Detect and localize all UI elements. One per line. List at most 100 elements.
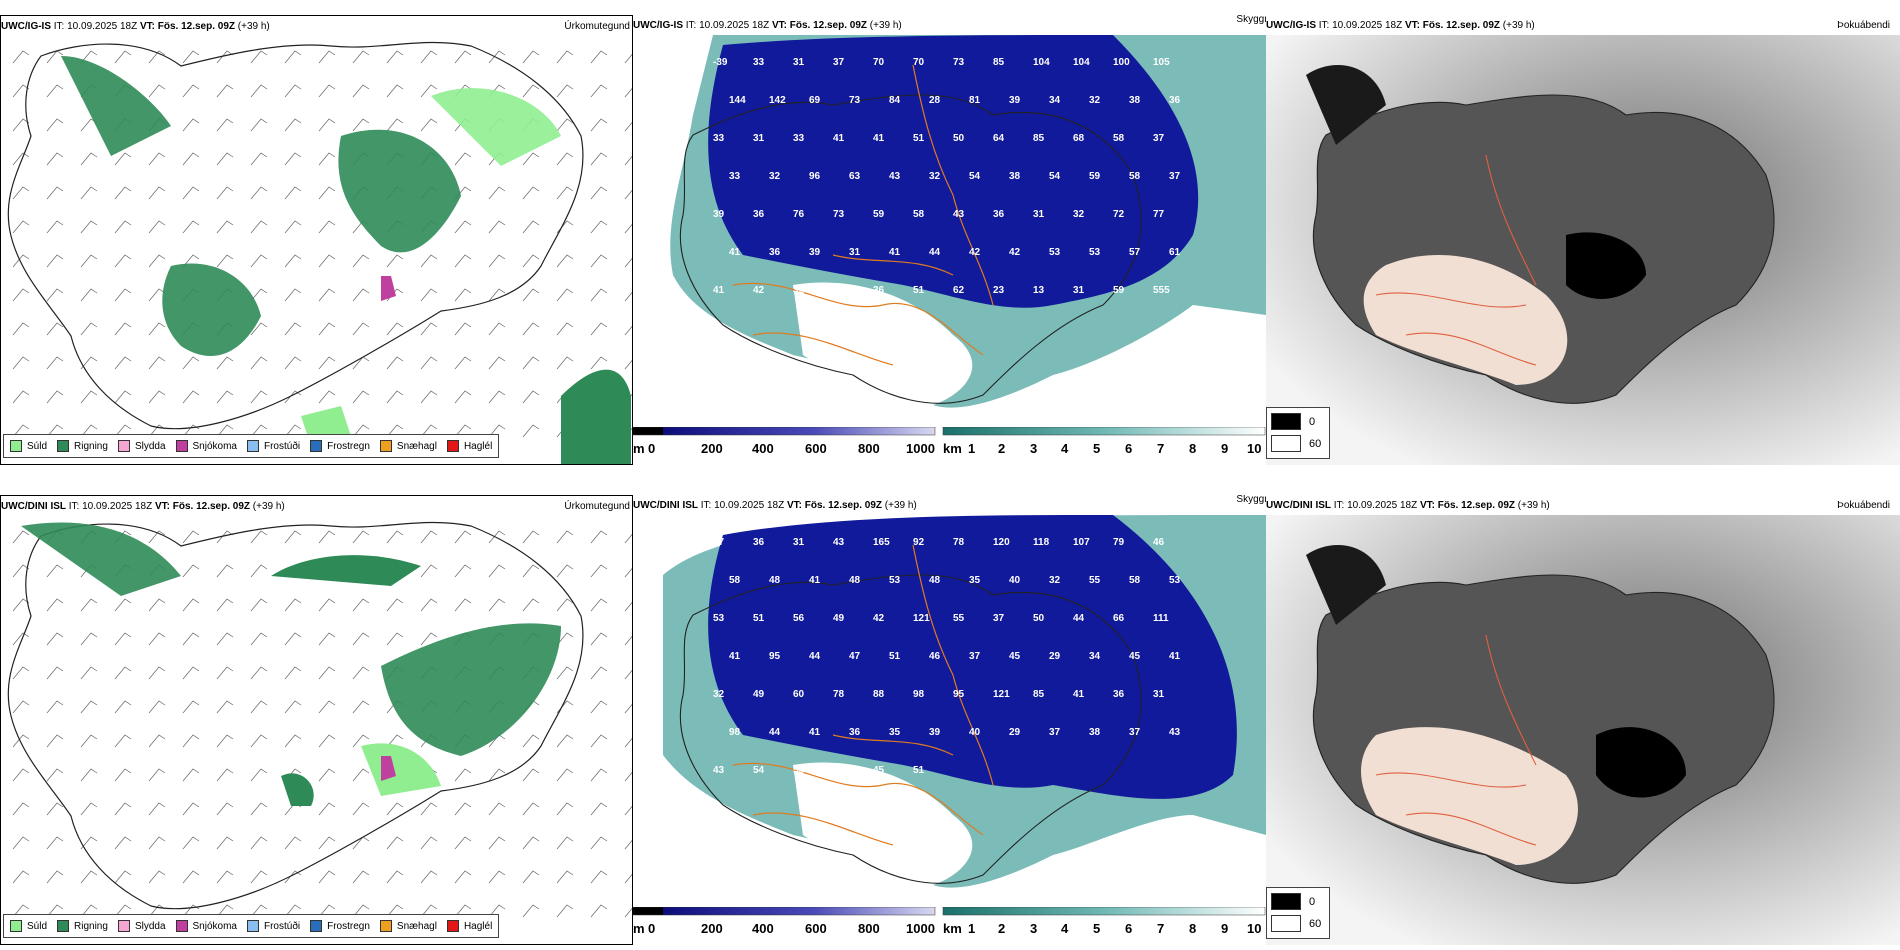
cloud-base-label: 40 bbox=[969, 727, 981, 738]
cloud-base-label: 44 bbox=[929, 247, 941, 258]
wind-barb bbox=[590, 84, 608, 98]
wind-barb bbox=[624, 568, 632, 578]
cloud-base-label: 46 bbox=[929, 651, 941, 662]
wind-barb bbox=[624, 908, 632, 918]
wind-barb bbox=[250, 700, 268, 714]
wind-barb bbox=[284, 424, 302, 438]
wind-barb bbox=[318, 390, 336, 404]
legend-item: Slydda bbox=[117, 440, 166, 452]
cloud-base-label: 105 bbox=[1153, 57, 1170, 68]
wind-barb bbox=[454, 768, 472, 782]
cloud-base-label: 53 bbox=[1089, 247, 1101, 258]
wind-barb bbox=[318, 530, 336, 544]
cloud-base-label: 39 bbox=[1009, 95, 1021, 106]
wind-barb bbox=[250, 254, 268, 268]
wind-barb bbox=[182, 50, 200, 64]
wind-barb bbox=[250, 322, 268, 336]
wind-barb bbox=[182, 904, 200, 918]
wind-barb bbox=[624, 190, 632, 200]
wind-barb bbox=[46, 802, 64, 816]
wind-barb bbox=[522, 904, 540, 918]
cloud-base-label: 64 bbox=[993, 133, 1005, 144]
wind-barb bbox=[148, 734, 166, 748]
cloud-base-label: 59 bbox=[1113, 285, 1125, 296]
wind-barb bbox=[352, 768, 370, 782]
cloud-base-label: 43 bbox=[713, 765, 725, 776]
wind-barb bbox=[522, 530, 540, 544]
cloud-base-label: 33 bbox=[793, 133, 805, 144]
wind-barb bbox=[590, 152, 608, 166]
cloud-base-label: 555 bbox=[1153, 285, 1170, 296]
wind-barb bbox=[250, 870, 268, 884]
wind-barb bbox=[148, 530, 166, 544]
fog-legend-1: 0 60 bbox=[1266, 407, 1330, 459]
wind-barb bbox=[114, 186, 132, 200]
cloud-base-label: 41 bbox=[1073, 689, 1085, 700]
cloud-header-1: UWC/IG-IS IT: 10.09.2025 18Z VT: Fös. 12… bbox=[633, 15, 1266, 31]
wind-barb bbox=[216, 632, 234, 646]
wind-barb bbox=[318, 700, 336, 714]
wind-barb bbox=[318, 152, 336, 166]
cloud-base-label: 63 bbox=[849, 171, 861, 182]
precip-map-2 bbox=[1, 516, 632, 944]
cloud-base-label: 118 bbox=[1033, 537, 1050, 548]
cloud-base-label: 59 bbox=[1089, 171, 1101, 182]
cloud-base-label: 53 bbox=[1169, 575, 1181, 586]
wind-barb bbox=[352, 288, 370, 302]
wind-barb bbox=[148, 390, 166, 404]
cloud-base-label: 38 bbox=[1089, 727, 1101, 738]
wind-barb bbox=[590, 836, 608, 850]
wind-barb bbox=[624, 326, 632, 336]
cloud-base-label: 29 bbox=[1049, 651, 1061, 662]
wind-barb bbox=[454, 870, 472, 884]
wind-barb bbox=[46, 666, 64, 680]
wind-barb bbox=[352, 322, 370, 336]
precip-map-panel-1: UWC/IG-IS IT: 10.09.2025 18Z VT: Fös. 12… bbox=[0, 15, 633, 465]
wind-barb bbox=[80, 322, 98, 336]
cloud-base-label: 41 bbox=[873, 133, 885, 144]
cloud-base-label: 53 bbox=[1049, 247, 1061, 258]
cloud-base-label: 41 bbox=[889, 247, 901, 258]
wind-barb bbox=[114, 220, 132, 234]
wind-barb bbox=[12, 734, 30, 748]
cloud-base-label: 120 bbox=[993, 537, 1010, 548]
cloud-base-label: 51 bbox=[913, 285, 925, 296]
wind-barb bbox=[114, 254, 132, 268]
wind-barb bbox=[182, 632, 200, 646]
wind-barb bbox=[284, 904, 302, 918]
wind-barb bbox=[216, 768, 234, 782]
wind-barb bbox=[250, 84, 268, 98]
wind-barb bbox=[250, 530, 268, 544]
wind-barb bbox=[250, 118, 268, 132]
precip-map-1 bbox=[1, 36, 632, 464]
cloud-base-label: 48 bbox=[929, 575, 941, 586]
wind-barb bbox=[284, 666, 302, 680]
wind-barb bbox=[114, 700, 132, 714]
cloud-base-label: 51 bbox=[913, 133, 925, 144]
legend-item: Snæhagl bbox=[379, 920, 437, 932]
wind-barb bbox=[114, 152, 132, 166]
wind-barb bbox=[352, 802, 370, 816]
wind-barb bbox=[216, 390, 234, 404]
cloud-base-label: 33 bbox=[713, 133, 725, 144]
cloud-base-label: 142 bbox=[769, 95, 786, 106]
wind-barb bbox=[522, 564, 540, 578]
wind-barb bbox=[556, 768, 574, 782]
wind-barb bbox=[12, 424, 30, 438]
wind-barb bbox=[80, 152, 98, 166]
wind-barb bbox=[386, 734, 404, 748]
wind-barb bbox=[12, 220, 30, 234]
wind-barb bbox=[80, 220, 98, 234]
wind-barb bbox=[420, 254, 438, 268]
wind-barb bbox=[46, 632, 64, 646]
wind-barb bbox=[46, 356, 64, 370]
wind-barb bbox=[318, 84, 336, 98]
wind-barb bbox=[556, 870, 574, 884]
wind-barb bbox=[454, 220, 472, 234]
wind-barb bbox=[182, 186, 200, 200]
cloud-colorbar-2: m 0 200 400 600 800 1000 km 1 2 3 4 5 6 … bbox=[633, 906, 1266, 941]
wind-barb bbox=[46, 220, 64, 234]
cloud-base-label: 43 bbox=[889, 171, 901, 182]
wind-barb bbox=[182, 118, 200, 132]
cloud-base-label: 43 bbox=[953, 209, 965, 220]
